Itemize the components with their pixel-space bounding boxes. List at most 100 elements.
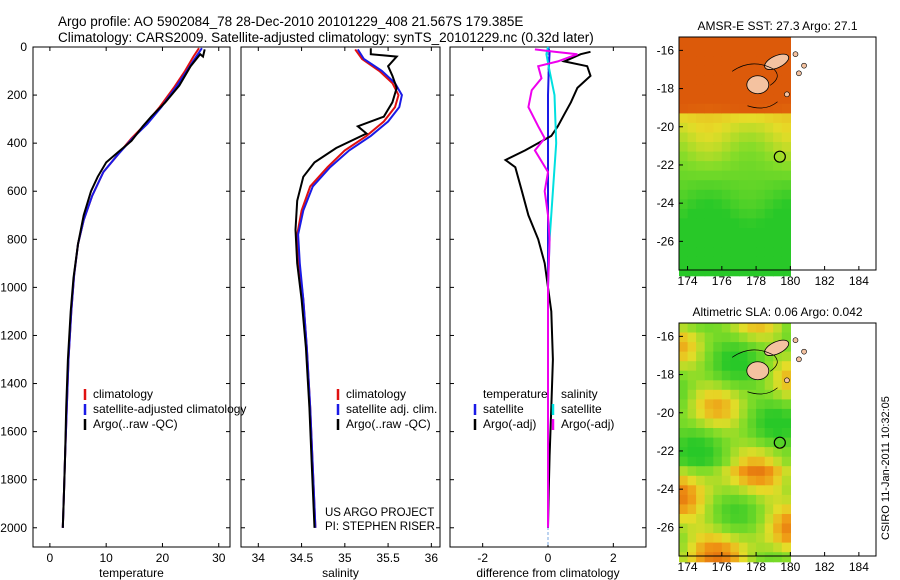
map-cell: [721, 266, 731, 277]
map-cell: [764, 208, 774, 219]
map-cell: [773, 323, 783, 334]
y-tick-label: -26: [657, 520, 675, 534]
map-cell: [730, 247, 740, 258]
map-cell: [721, 199, 731, 210]
map-cell: [773, 94, 783, 105]
map-cell: [764, 46, 774, 57]
map-cell: [696, 428, 706, 439]
map-cell: [764, 466, 774, 477]
map-cell: [687, 228, 697, 239]
map-cell: [781, 37, 791, 48]
map-cell: [756, 418, 766, 429]
map-cell: [764, 247, 774, 258]
map-cell: [704, 65, 714, 76]
map-cell: [739, 428, 749, 439]
map-cell: [773, 122, 783, 133]
map-cell: [721, 389, 731, 400]
y-tick-label: 400: [7, 136, 27, 150]
map-cell: [739, 266, 749, 277]
map-cell: [739, 447, 749, 458]
map-cell: [696, 504, 706, 515]
map-cell: [739, 380, 749, 391]
map-cell: [721, 361, 731, 372]
map-cell: [781, 380, 791, 391]
map-cell: [721, 485, 731, 496]
map-cell: [713, 485, 723, 496]
map-cell: [756, 218, 766, 229]
map-cell: [721, 132, 731, 143]
map-cell: [696, 266, 706, 277]
map-cell: [756, 46, 766, 57]
map-cell: [739, 342, 749, 353]
map-cell: [687, 514, 697, 525]
map-cell: [721, 380, 731, 391]
map-cell: [764, 94, 774, 105]
map-cell: [781, 256, 791, 267]
map-cell: [781, 199, 791, 210]
map-cell: [713, 466, 723, 477]
map-cell: [696, 170, 706, 181]
map-cell: [713, 84, 723, 95]
sla-map-panel: 174 176 178 180 182 184 -16 -18 -20 -22 -24 -26 Alti…: [657, 305, 877, 574]
map-cell: [721, 494, 731, 505]
map-cell: [704, 437, 714, 448]
map-cell: [687, 323, 697, 334]
map-cell: [781, 418, 791, 429]
legend-entry: satellite adj. clim.: [346, 402, 437, 416]
map-cell: [773, 494, 783, 505]
map-cell: [679, 142, 689, 153]
x-tick-label: 174: [678, 560, 698, 574]
y-tick-label: -22: [657, 158, 675, 172]
map-cell: [739, 94, 749, 105]
x-tick-label: 176: [712, 560, 732, 574]
x-tick-label: 20: [156, 551, 170, 565]
map-cell: [687, 113, 697, 124]
map-cell: [679, 361, 689, 372]
map-cell: [781, 494, 791, 505]
y-tick-label: -22: [657, 444, 675, 458]
map-cell: [756, 247, 766, 258]
map-cell: [764, 408, 774, 419]
map-cell: [713, 523, 723, 534]
series-line-argo-raw-qc-: [61, 49, 206, 528]
map-cell: [730, 56, 740, 67]
map-cell: [696, 466, 706, 477]
map-cell: [687, 542, 697, 553]
map-cell: [704, 332, 714, 343]
islet: [784, 91, 790, 98]
map-cell: [747, 447, 757, 458]
map-cell: [721, 475, 731, 486]
map-cell: [773, 370, 783, 381]
map-cell: [781, 161, 791, 172]
map-cell: [687, 380, 697, 391]
map-cell: [696, 247, 706, 258]
map-cell: [730, 447, 740, 458]
map-cell: [721, 170, 731, 181]
map-cell: [721, 142, 731, 153]
y-tick-label: -24: [657, 196, 675, 210]
map-cell: [704, 380, 714, 391]
map-cell: [696, 56, 706, 67]
map-cell: [747, 342, 757, 353]
map-cell: [756, 161, 766, 172]
map-cell: [704, 342, 714, 353]
map-cell: [730, 75, 740, 86]
map-cell: [764, 542, 774, 553]
map-cell: [781, 65, 791, 76]
map-cell: [696, 237, 706, 248]
map-cell: [721, 533, 731, 544]
map-cell: [730, 180, 740, 191]
map-cell: [730, 342, 740, 353]
reef-outline: [731, 63, 778, 109]
map-cell: [764, 494, 774, 505]
map-cell: [713, 170, 723, 181]
map-cell: [781, 456, 791, 467]
map-cell: [696, 228, 706, 239]
legend-entry: Argo(-adj): [483, 417, 536, 431]
map-cell: [764, 113, 774, 124]
map-cell: [781, 485, 791, 496]
map-cell: [747, 380, 757, 391]
map-cell: [687, 161, 697, 172]
map-cell: [773, 228, 783, 239]
